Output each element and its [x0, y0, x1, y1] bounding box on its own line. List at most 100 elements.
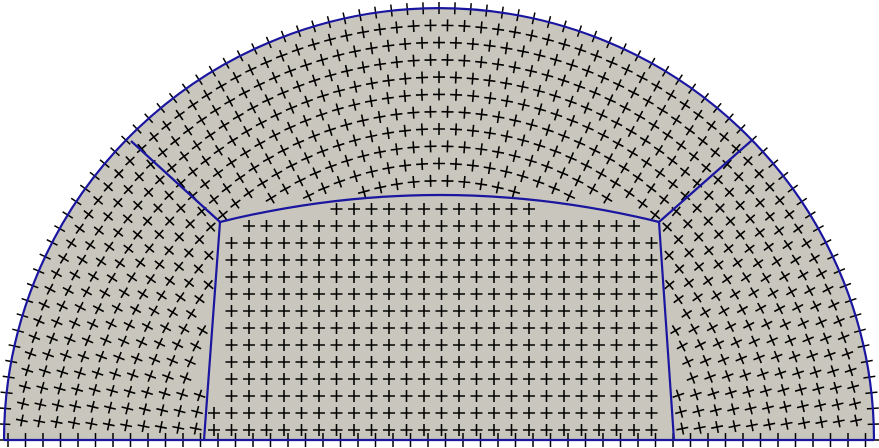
node-marker [619, 102, 631, 114]
node-marker [575, 305, 588, 317]
node-marker [390, 108, 403, 121]
node-marker [137, 288, 149, 300]
node-marker [688, 151, 700, 162]
node-marker [383, 407, 395, 419]
node-marker [849, 397, 861, 410]
node-marker [324, 69, 337, 82]
node-marker [123, 184, 134, 195]
node-marker [313, 356, 325, 368]
node-marker [713, 259, 724, 270]
node-marker [17, 397, 29, 410]
node-marker [557, 130, 570, 142]
node-marker [313, 407, 325, 419]
node-marker [804, 284, 816, 297]
node-marker [713, 174, 724, 185]
node-marker [407, 54, 420, 67]
node-marker [580, 102, 593, 114]
node-marker [632, 172, 644, 184]
node-marker [356, 114, 369, 127]
node-marker [225, 322, 238, 334]
node-marker [95, 350, 108, 363]
node-marker [593, 288, 605, 300]
node-marker [755, 197, 766, 208]
node-marker [68, 317, 81, 330]
node-marker [589, 86, 601, 99]
node-marker [470, 220, 483, 232]
node-marker [69, 269, 81, 281]
node-marker [317, 182, 330, 195]
node-marker [470, 424, 483, 436]
node-marker [523, 220, 535, 232]
node-marker [313, 390, 325, 402]
node-marker [260, 356, 273, 368]
node-marker [407, 106, 420, 119]
node-marker [383, 220, 395, 232]
node-marker [676, 422, 689, 435]
node-marker [532, 175, 545, 188]
node-marker [628, 305, 640, 317]
node-marker [295, 254, 308, 266]
node-marker [541, 69, 554, 82]
node-marker [610, 339, 623, 351]
node-marker [558, 407, 570, 419]
node-marker [50, 316, 63, 328]
node-marker [138, 403, 151, 416]
node-marker [51, 399, 64, 412]
node-marker [373, 110, 386, 124]
node-marker [458, 141, 471, 154]
node-marker [373, 58, 387, 71]
node-marker [313, 288, 325, 300]
node-marker [295, 220, 308, 232]
node-marker [517, 134, 530, 147]
node-marker [470, 271, 483, 283]
node-marker [33, 415, 46, 428]
node-marker [313, 305, 325, 317]
node-marker [573, 136, 586, 149]
node-marker [718, 305, 730, 317]
node-marker [593, 220, 605, 232]
node-marker [18, 380, 31, 393]
node-marker [797, 317, 810, 330]
node-marker [218, 119, 230, 132]
node-marker [505, 356, 518, 368]
node-marker [540, 305, 553, 317]
node-marker [383, 339, 395, 351]
node-marker [790, 254, 802, 266]
node-marker [270, 109, 283, 121]
node-marker [610, 424, 623, 436]
node-marker [316, 89, 329, 102]
node-marker [213, 144, 225, 156]
node-marker [295, 237, 308, 249]
node-marker [330, 305, 343, 317]
node-marker [587, 183, 599, 195]
node-marker [516, 170, 529, 183]
node-marker [348, 356, 360, 368]
node-marker [15, 414, 28, 427]
node-marker [766, 334, 779, 347]
node-marker [62, 284, 74, 297]
node-marker [424, 174, 437, 187]
node-marker [636, 71, 648, 84]
node-marker [260, 390, 273, 402]
outer-arc-boundary [2, 6, 876, 441]
node-marker [292, 136, 305, 149]
node-marker [453, 288, 465, 300]
node-marker [400, 322, 413, 334]
node-marker [743, 319, 755, 331]
node-marker [763, 418, 776, 431]
half-disk-domain [4, 8, 874, 440]
node-marker [673, 234, 684, 245]
node-marker [182, 124, 194, 136]
node-marker [383, 356, 395, 368]
node-marker [645, 424, 658, 436]
node-marker [556, 167, 569, 180]
node-marker [505, 373, 518, 385]
node-marker [399, 72, 412, 85]
node-marker [453, 220, 465, 232]
node-marker [505, 424, 518, 436]
node-marker [185, 308, 197, 320]
node-marker [295, 390, 308, 402]
node-marker [573, 80, 586, 93]
node-marker [610, 237, 623, 249]
node-marker [558, 254, 570, 266]
